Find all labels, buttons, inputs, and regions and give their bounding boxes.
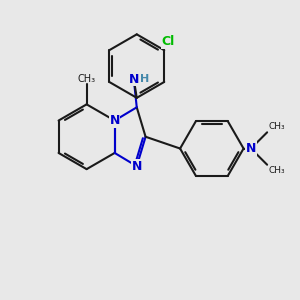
Text: Cl: Cl: [161, 35, 174, 49]
Text: N: N: [110, 114, 120, 127]
Text: N: N: [132, 160, 142, 173]
Text: CH₃: CH₃: [78, 74, 96, 84]
Text: N: N: [129, 73, 139, 86]
Text: CH₃: CH₃: [268, 122, 285, 131]
Text: N: N: [246, 142, 256, 155]
Text: CH₃: CH₃: [268, 166, 285, 175]
Text: H: H: [140, 74, 150, 84]
